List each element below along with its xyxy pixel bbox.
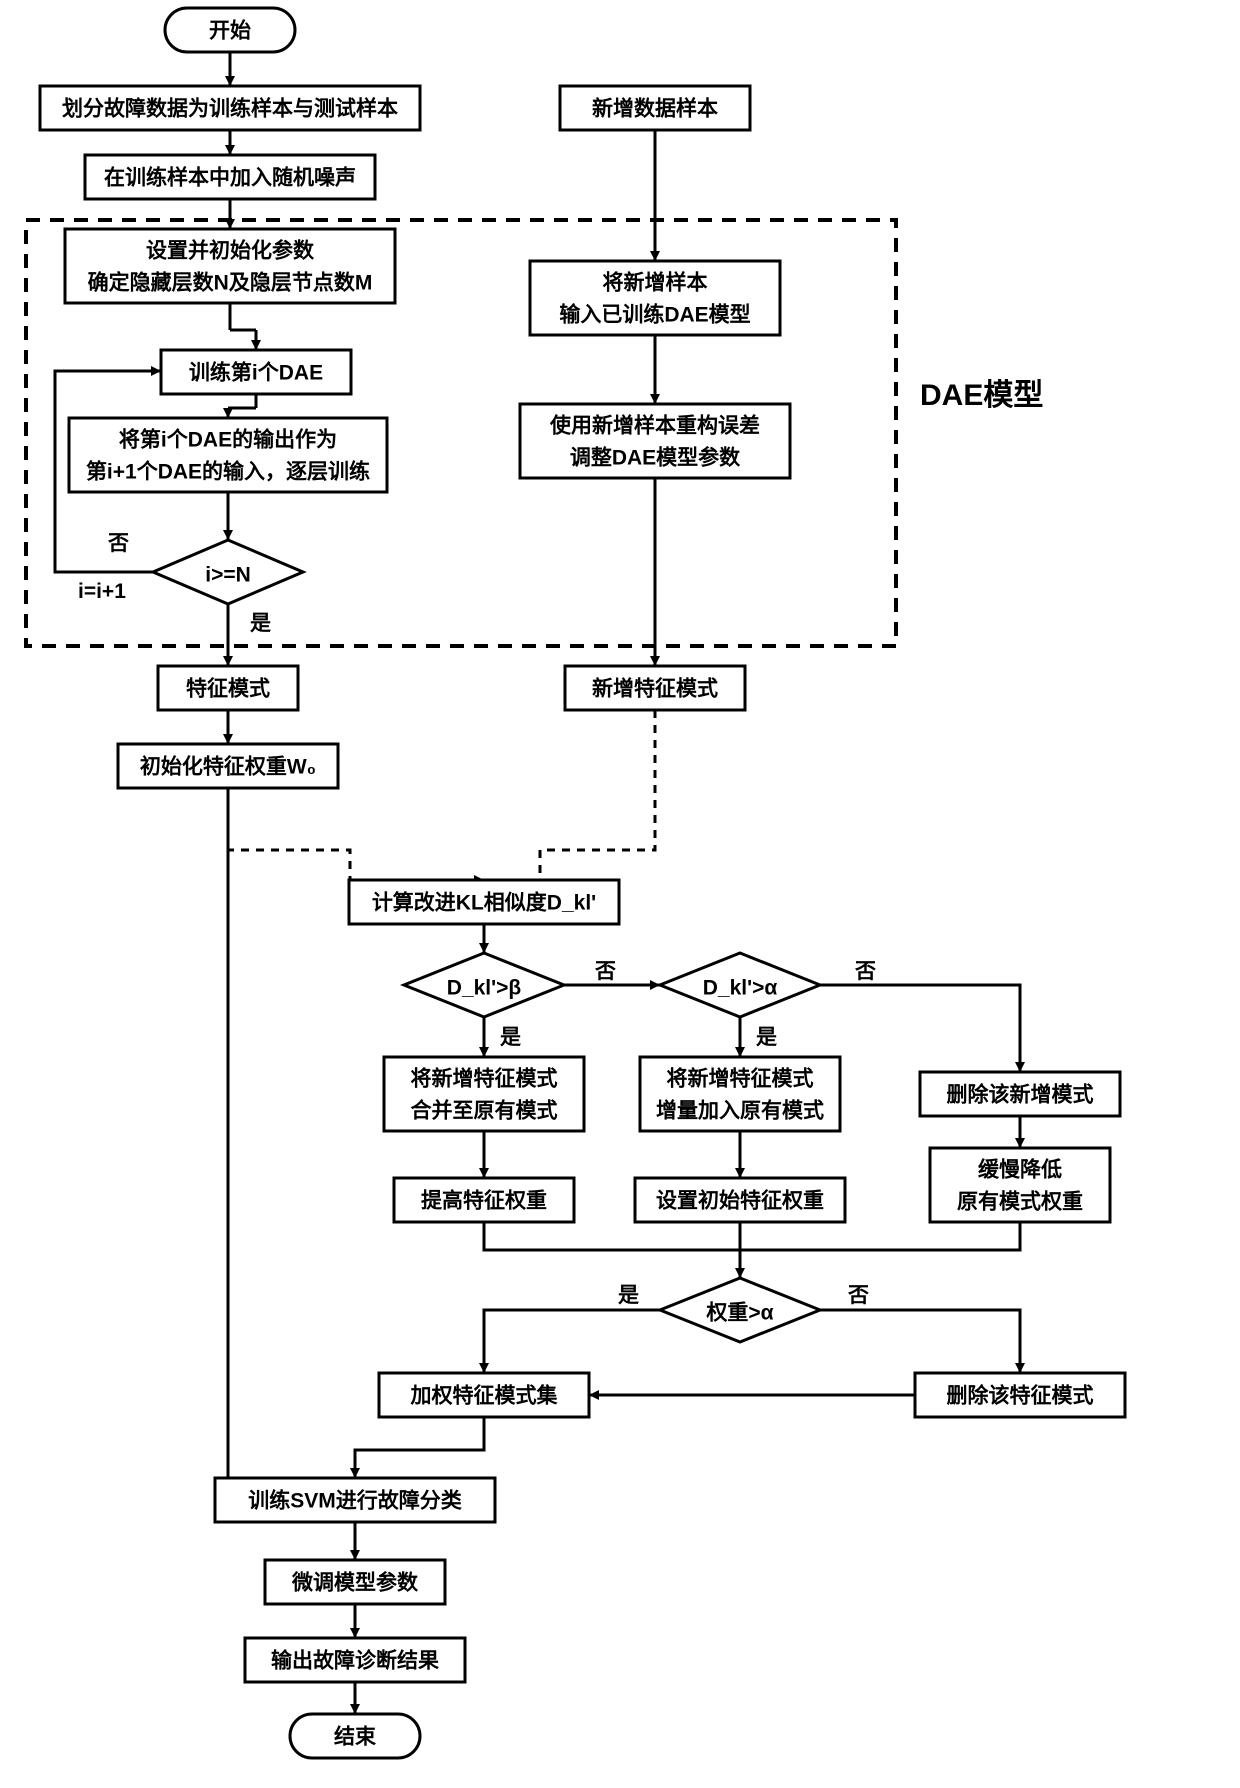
edge <box>820 985 1020 1072</box>
init-text2: 确定隐藏层数N及隐层节点数M <box>88 271 373 295</box>
start-node: 开始 <box>165 8 295 52</box>
initw-text: 初始化特征权重W₀ <box>140 755 316 779</box>
input-dae-text1: 将新增样本 <box>603 271 708 295</box>
decision-i-node: i>=N <box>153 540 303 604</box>
no2-label: 否 <box>595 960 616 983</box>
newsample-node: 新增数据样本 <box>560 86 750 130</box>
dec-w-text: 权重>α <box>705 1302 773 1325</box>
end-node: 结束 <box>290 1714 420 1758</box>
layer-text2: 第i+1个DAE的输入，逐层训练 <box>86 460 370 484</box>
dae-label: DAE模型 <box>920 379 1043 412</box>
set-w-node: 设置初始特征权重 <box>635 1178 845 1222</box>
slow-text1: 缓慢降低 <box>978 1158 1062 1182</box>
feature-text: 特征模式 <box>186 677 270 701</box>
layer-node: 将第i个DAE的输出作为 第i+1个DAE的输入，逐层训练 <box>69 418 387 492</box>
slow-node: 缓慢降低 原有模式权重 <box>930 1148 1110 1222</box>
yes1-label: 是 <box>250 612 271 635</box>
finetune-text: 微调模型参数 <box>291 1571 419 1595</box>
kl-text: 计算改进KL相似度D_kl' <box>372 891 596 915</box>
yes4-label: 是 <box>618 1284 639 1307</box>
yes2-label: 是 <box>500 1026 521 1049</box>
adjust-text2: 调整DAE模型参数 <box>570 446 741 470</box>
noise-node: 在训练样本中加入随机噪声 <box>85 155 375 199</box>
noise-text: 在训练样本中加入随机噪声 <box>104 166 356 190</box>
output-node: 输出故障诊断结果 <box>245 1638 465 1682</box>
init-node: 设置并初始化参数 确定隐藏层数N及隐层节点数M <box>65 229 395 303</box>
edge <box>820 1310 1020 1373</box>
increase-w-text: 提高特征权重 <box>421 1189 547 1213</box>
end-text: 结束 <box>334 1725 377 1749</box>
merge-text1: 将新增特征模式 <box>411 1067 558 1091</box>
init-text1: 设置并初始化参数 <box>146 239 315 263</box>
set-w-text: 设置初始特征权重 <box>656 1189 824 1213</box>
train-i-text: 训练第i个DAE <box>189 361 323 385</box>
merge-node: 将新增特征模式 合并至原有模式 <box>384 1057 584 1131</box>
dec-beta-node: D_kl'>β <box>404 953 564 1017</box>
incr-text2: 增量加入原有模式 <box>656 1099 824 1123</box>
newfeature-node: 新增特征模式 <box>565 666 745 710</box>
newsample-text: 新增数据样本 <box>592 97 718 121</box>
edge <box>355 1417 484 1478</box>
initw-node: 初始化特征权重W₀ <box>118 744 338 788</box>
feature-node: 特征模式 <box>158 666 298 710</box>
edge-dashed <box>228 788 484 880</box>
no4-label: 否 <box>848 1284 869 1307</box>
newfeature-text: 新增特征模式 <box>592 677 718 701</box>
finetune-node: 微调模型参数 <box>265 1560 445 1604</box>
del-new-node: 删除该新增模式 <box>920 1072 1120 1116</box>
layer-text1: 将第i个DAE的输出作为 <box>119 428 337 452</box>
dec-alpha-text: D_kl'>α <box>703 977 778 1000</box>
weighted-node: 加权特征模式集 <box>379 1373 589 1417</box>
dec-alpha-node: D_kl'>α <box>660 953 820 1017</box>
incr-node: 将新增特征模式 增量加入原有模式 <box>640 1057 840 1131</box>
edge <box>740 1222 1020 1250</box>
del-feat-text: 删除该特征模式 <box>947 1384 1094 1408</box>
increase-w-node: 提高特征权重 <box>394 1178 574 1222</box>
output-text: 输出故障诊断结果 <box>271 1649 439 1673</box>
split-node: 划分故障数据为训练样本与测试样本 <box>40 86 420 130</box>
edge-dashed <box>484 710 655 880</box>
adjust-text1: 使用新增样本重构误差 <box>549 414 760 438</box>
merge-text2: 合并至原有模式 <box>411 1099 558 1123</box>
inc-label: i=i+1 <box>78 580 126 603</box>
input-dae-text2: 输入已训练DAE模型 <box>559 303 750 327</box>
no3-label: 否 <box>855 960 876 983</box>
svm-node: 训练SVM进行故障分类 <box>215 1478 495 1522</box>
input-dae-node: 将新增样本 输入已训练DAE模型 <box>530 261 780 335</box>
train-i-node: 训练第i个DAE <box>161 350 351 394</box>
start-text: 开始 <box>209 19 251 43</box>
yes3-label: 是 <box>756 1026 777 1049</box>
no1-label: 否 <box>108 532 129 555</box>
edge <box>484 1222 740 1250</box>
flowchart-canvas: DAE模型 开始 划分故障数据为训练样本与测试样本 在训练样本中加入随机噪声 设… <box>0 0 1240 1788</box>
slow-text2: 原有模式权重 <box>957 1190 1083 1214</box>
weighted-text: 加权特征模式集 <box>410 1384 559 1408</box>
edge <box>484 1310 660 1373</box>
split-text: 划分故障数据为训练样本与测试样本 <box>62 97 398 121</box>
kl-node: 计算改进KL相似度D_kl' <box>349 880 619 924</box>
dec-i-text: i>=N <box>205 564 251 587</box>
del-new-text: 删除该新增模式 <box>947 1083 1094 1107</box>
adjust-node: 使用新增样本重构误差 调整DAE模型参数 <box>520 404 790 478</box>
dec-beta-text: D_kl'>β <box>447 977 522 1000</box>
svm-text: 训练SVM进行故障分类 <box>248 1489 463 1513</box>
dec-weight-node: 权重>α <box>660 1278 820 1342</box>
incr-text1: 将新增特征模式 <box>667 1067 814 1091</box>
del-feat-node: 删除该特征模式 <box>915 1373 1125 1417</box>
